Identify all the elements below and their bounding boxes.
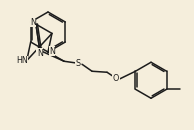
Text: N: N (37, 49, 43, 58)
Text: N: N (30, 18, 36, 27)
Text: S: S (75, 59, 81, 68)
Text: HN: HN (16, 56, 28, 65)
Text: N: N (49, 47, 55, 56)
Text: O: O (113, 74, 119, 83)
